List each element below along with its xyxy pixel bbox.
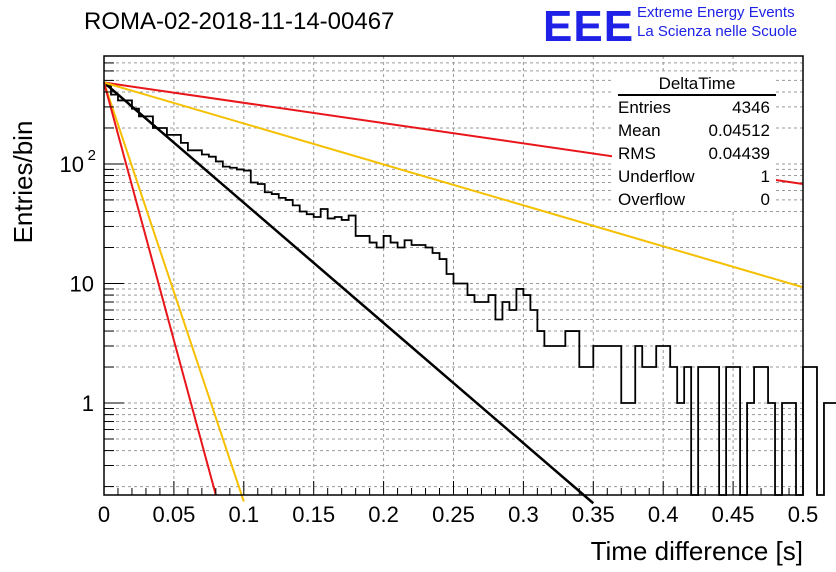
stats-row-underflow: Underflow 1 (612, 165, 776, 188)
stats-row-overflow: Overflow 0 (612, 188, 776, 211)
stats-box: DeltaTime Entries 4346 Mean 0.04512 RMS … (612, 74, 776, 211)
axis-ticks (103, 55, 804, 495)
x-tick-label: 0.3 (508, 502, 539, 527)
x-tick-label: 0.05 (152, 502, 195, 527)
x-axis-label: Time difference [s] (591, 536, 803, 566)
stats-value: 4346 (732, 98, 770, 117)
histogram-outline (104, 84, 836, 496)
stats-row-rms: RMS 0.04439 (612, 142, 776, 165)
stats-row-entries: Entries 4346 (612, 96, 776, 119)
x-tick-label: 0.1 (229, 502, 260, 527)
stats-value: 0.04439 (708, 144, 770, 163)
chart-title: ROMA-02-2018-11-14-00467 (84, 8, 395, 35)
y-tick-exponent: 2 (88, 147, 96, 164)
tick-labels: 0 0.05 0.1 0.15 0.2 0.25 0.3 0.35 0.4 0.45 0.51101… (60, 147, 819, 527)
stats-row-mean: Mean 0.04512 (612, 119, 776, 142)
x-tick-label: 0.15 (292, 502, 335, 527)
y-tick-label: 10 (60, 152, 84, 177)
histogram-bars (104, 84, 836, 496)
series-line (103, 82, 217, 496)
y-axis-label: Entries/bin (8, 121, 38, 244)
stats-label: Overflow (618, 190, 686, 209)
series-line (103, 81, 595, 505)
stats-label: RMS (618, 144, 656, 163)
stats-label: Entries (618, 98, 671, 117)
eee-logo: EEE (543, 2, 635, 51)
logo-line-1: Extreme Energy Events (637, 4, 795, 21)
x-tick-label: 0.35 (572, 502, 615, 527)
stats-value: 0.04512 (708, 121, 770, 140)
stats-value: 1 (760, 167, 770, 186)
series-line (103, 82, 245, 502)
y-tick-label: 10 (70, 271, 94, 296)
logo-line-2: La Scienza nelle Scuole (637, 23, 798, 40)
series-line (103, 81, 804, 289)
y-tick-label: 1 (82, 391, 94, 416)
stats-box-name: DeltaTime (618, 74, 776, 96)
x-tick-label: 0 (98, 502, 110, 527)
x-tick-label: 0.4 (648, 502, 679, 527)
stats-label: Mean (618, 121, 661, 140)
x-tick-label: 0.25 (432, 502, 475, 527)
x-tick-label: 0.2 (368, 502, 399, 527)
x-tick-label: 0.5 (788, 502, 819, 527)
x-tick-label: 0.45 (712, 502, 755, 527)
stats-value: 0 (760, 190, 770, 209)
stats-label: Underflow (618, 167, 695, 186)
